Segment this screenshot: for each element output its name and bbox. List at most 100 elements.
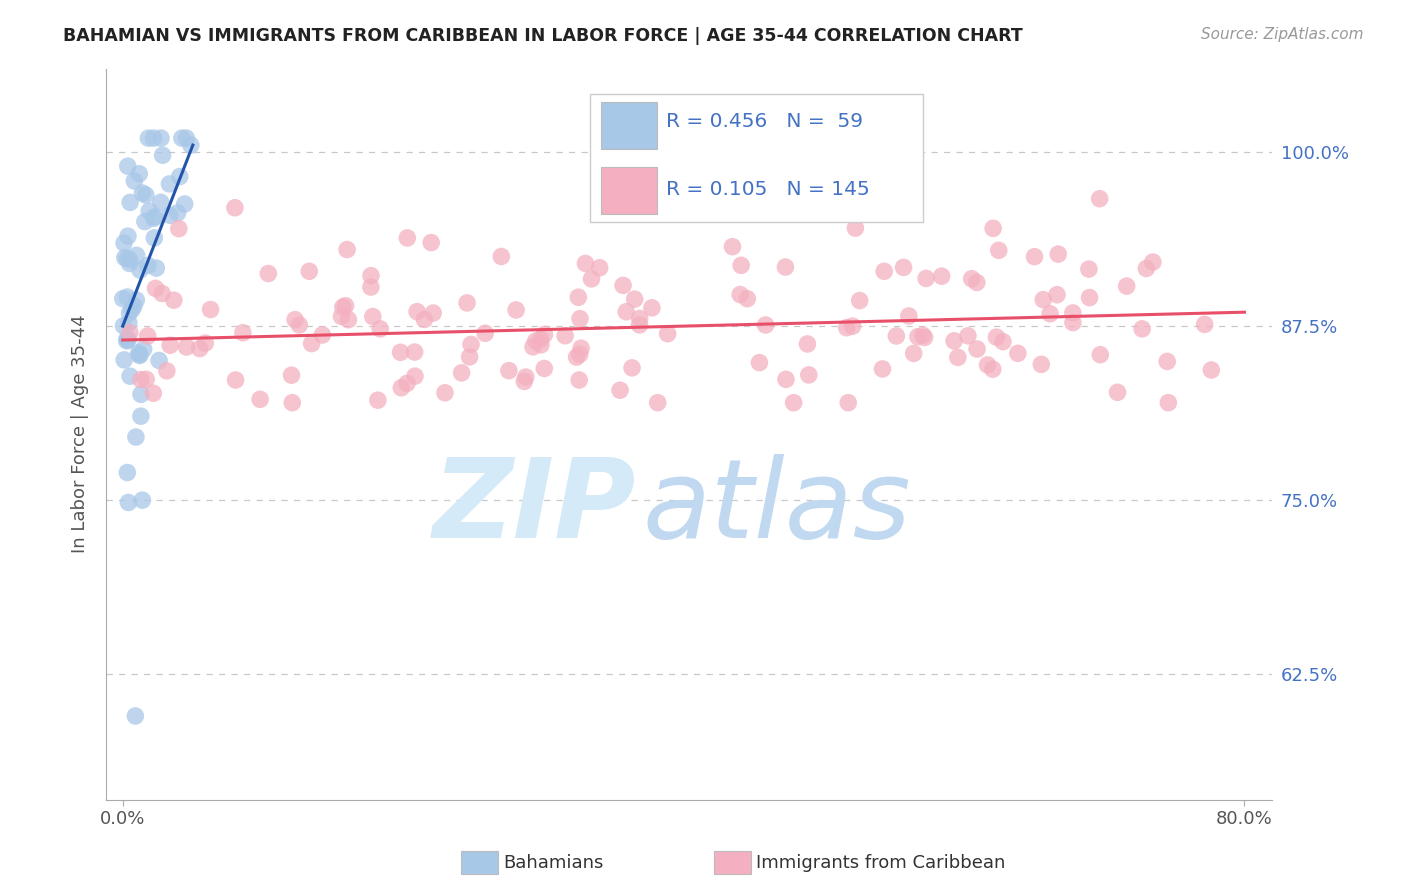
Point	[284, 312, 307, 326]
Point	[176, 131, 198, 145]
Point	[450, 366, 472, 380]
Point	[173, 197, 195, 211]
Point	[530, 333, 553, 347]
Point	[138, 131, 160, 145]
Point	[782, 395, 804, 409]
Point	[413, 312, 436, 326]
Point	[129, 387, 152, 401]
Point	[166, 206, 188, 220]
Text: Source: ZipAtlas.com: Source: ZipAtlas.com	[1201, 27, 1364, 42]
Text: atlas: atlas	[643, 454, 911, 561]
Point	[647, 395, 669, 409]
Point	[730, 258, 752, 272]
Point	[628, 318, 651, 332]
Point	[844, 221, 866, 235]
Point	[129, 409, 152, 424]
Point	[404, 369, 426, 384]
Point	[142, 211, 165, 226]
Point	[117, 331, 139, 345]
Point	[159, 208, 181, 222]
Point	[281, 395, 304, 409]
Point	[775, 260, 797, 274]
Point	[1135, 261, 1157, 276]
Point	[112, 236, 135, 251]
Point	[134, 214, 156, 228]
Point	[404, 345, 426, 359]
Point	[128, 348, 150, 362]
Point	[907, 329, 929, 343]
Point	[960, 271, 983, 285]
Point	[117, 229, 139, 244]
Point	[841, 319, 863, 334]
Point	[330, 310, 353, 324]
Point	[301, 336, 323, 351]
Point	[614, 304, 637, 318]
Point	[138, 204, 160, 219]
Point	[1194, 318, 1216, 332]
Point	[131, 186, 153, 200]
Point	[721, 240, 744, 254]
Point	[118, 316, 141, 330]
Point	[149, 195, 172, 210]
Point	[1078, 291, 1101, 305]
Point	[513, 375, 536, 389]
Point	[395, 376, 418, 391]
Point	[117, 333, 139, 347]
Point	[132, 342, 155, 356]
Point	[149, 131, 172, 145]
Point	[522, 340, 544, 354]
Point	[609, 383, 631, 397]
Point	[755, 318, 778, 332]
Point	[1039, 307, 1062, 321]
Point	[124, 709, 146, 723]
Point	[568, 347, 591, 361]
Point	[574, 256, 596, 270]
Point	[360, 268, 382, 283]
Point	[128, 167, 150, 181]
Point	[456, 296, 478, 310]
Point	[125, 293, 148, 307]
Point	[129, 263, 152, 277]
Point	[129, 373, 152, 387]
Point	[621, 360, 644, 375]
Point	[943, 334, 966, 348]
Point	[946, 351, 969, 365]
Point	[335, 299, 357, 313]
Point	[131, 493, 153, 508]
Point	[1130, 322, 1153, 336]
Point	[224, 201, 246, 215]
Point	[142, 386, 165, 401]
Point	[135, 372, 157, 386]
Point	[406, 304, 429, 318]
Point	[893, 260, 915, 275]
Point	[797, 368, 820, 382]
Point	[117, 495, 139, 509]
Point	[118, 256, 141, 270]
Text: BAHAMIAN VS IMMIGRANTS FROM CARIBBEAN IN LABOR FORCE | AGE 35-44 CORRELATION CHA: BAHAMIAN VS IMMIGRANTS FROM CARIBBEAN IN…	[63, 27, 1024, 45]
Point	[1107, 385, 1129, 400]
Point	[835, 320, 858, 334]
Point	[897, 309, 920, 323]
Point	[422, 306, 444, 320]
Point	[152, 148, 174, 162]
Point	[775, 372, 797, 386]
Point	[389, 381, 412, 395]
Point	[112, 318, 135, 333]
Point	[125, 430, 148, 444]
Point	[976, 358, 998, 372]
Point	[1156, 354, 1178, 368]
Point	[420, 235, 443, 250]
Point	[565, 350, 588, 364]
Point	[873, 264, 896, 278]
Point	[128, 346, 150, 360]
Point	[145, 261, 167, 276]
Point	[396, 231, 419, 245]
Point	[530, 338, 553, 352]
Point	[931, 269, 953, 284]
Point	[1201, 363, 1223, 377]
Point	[115, 334, 138, 348]
Point	[159, 338, 181, 352]
Point	[111, 292, 134, 306]
Text: ZIP: ZIP	[433, 454, 637, 561]
Point	[533, 361, 555, 376]
